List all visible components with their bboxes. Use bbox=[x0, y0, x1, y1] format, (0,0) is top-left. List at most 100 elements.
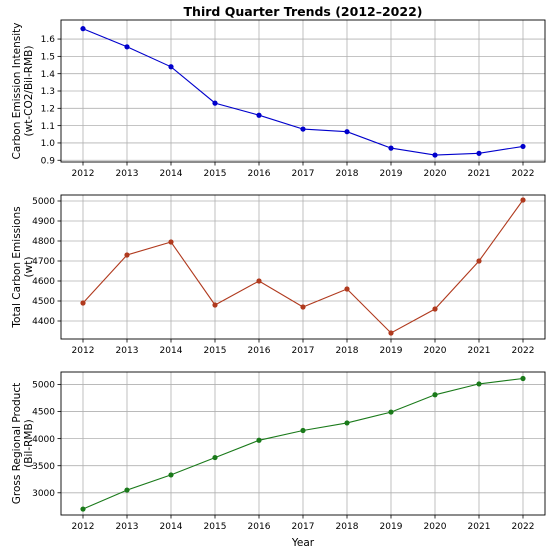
x-tick-label: 2012 bbox=[72, 522, 95, 532]
x-tick-label: 2016 bbox=[248, 169, 271, 179]
x-tick-label: 2020 bbox=[424, 522, 447, 532]
y-tick-label: 4800 bbox=[32, 237, 55, 247]
data-point bbox=[168, 64, 174, 70]
y-tick-label: 4600 bbox=[32, 277, 55, 287]
x-tick-label: 2012 bbox=[72, 346, 95, 356]
x-tick-label: 2015 bbox=[204, 522, 227, 532]
x-tick-label: 2012 bbox=[72, 169, 95, 179]
y-tick-label: 4900 bbox=[32, 217, 55, 227]
x-tick-label: 2019 bbox=[380, 169, 403, 179]
chart-title: Third Quarter Trends (2012–2022) bbox=[184, 4, 423, 19]
data-point bbox=[168, 239, 174, 245]
x-tick-label: 2015 bbox=[204, 169, 227, 179]
y-tick-label: 1.5 bbox=[41, 53, 55, 63]
data-point bbox=[520, 197, 526, 203]
y-tick-label: 4000 bbox=[32, 435, 55, 445]
data-point bbox=[300, 304, 306, 310]
plot-frame bbox=[60, 19, 546, 163]
data-point bbox=[520, 375, 526, 382]
data-point bbox=[344, 129, 350, 135]
x-tick-label: 2017 bbox=[292, 169, 315, 179]
data-point bbox=[300, 427, 306, 434]
y-axis-label: (wt-CO2/Bil-RMB) bbox=[23, 46, 35, 137]
y-axis-label: (Bil-RMB) bbox=[23, 419, 35, 468]
x-tick-label: 2022 bbox=[512, 169, 535, 179]
x-tick-label: 2018 bbox=[336, 346, 359, 356]
y-axis-label: Gross Regional Product bbox=[11, 383, 23, 504]
chart-panel-2: 2012 2013 2014 2015 2016 2017 2018 2019 2020 2021… bbox=[11, 194, 546, 356]
data-point bbox=[256, 112, 262, 118]
data-point bbox=[256, 278, 262, 284]
data-point bbox=[476, 258, 482, 264]
x-tick-label: 2021 bbox=[468, 522, 491, 532]
x-tick-label: 2020 bbox=[424, 169, 447, 179]
data-point bbox=[520, 143, 526, 150]
x-tick-label: 2013 bbox=[116, 169, 139, 179]
data-point bbox=[80, 26, 86, 32]
y-axis-label: Total Carbon Emissions bbox=[11, 206, 23, 328]
y-tick-label: 1.6 bbox=[41, 35, 56, 45]
plot-frame bbox=[60, 371, 546, 516]
data-point bbox=[432, 152, 438, 158]
data-point bbox=[300, 126, 306, 132]
y-tick-label: 4700 bbox=[32, 257, 55, 267]
y-tick-label: 4500 bbox=[32, 408, 55, 418]
x-tick-label: 2020 bbox=[424, 346, 447, 356]
x-tick-label: 2014 bbox=[160, 346, 183, 356]
data-point bbox=[124, 487, 130, 493]
x-tick-label: 2014 bbox=[160, 522, 183, 532]
y-tick-label: 4400 bbox=[32, 317, 55, 327]
x-tick-label: 2016 bbox=[248, 346, 271, 356]
data-point bbox=[476, 381, 482, 387]
y-tick-label: 5000 bbox=[32, 197, 55, 207]
x-tick-label: 2013 bbox=[116, 346, 139, 356]
x-tick-label: 2021 bbox=[468, 169, 491, 179]
x-tick-label: 2019 bbox=[380, 346, 403, 356]
x-tick-label: 2019 bbox=[380, 522, 403, 532]
y-tick-label: 0.9 bbox=[41, 156, 56, 166]
y-tick-label: 3000 bbox=[32, 489, 55, 499]
y-tick-label: 1.0 bbox=[41, 139, 56, 149]
x-tick-label: 2017 bbox=[292, 522, 315, 532]
y-tick-label: 1.3 bbox=[41, 87, 55, 97]
x-tick-label: 2014 bbox=[160, 169, 183, 179]
data-point bbox=[212, 454, 218, 461]
data-point bbox=[124, 44, 130, 50]
data-point bbox=[476, 150, 482, 156]
data-point bbox=[80, 300, 86, 306]
plot-frame bbox=[60, 194, 546, 340]
x-tick-label: 2018 bbox=[336, 169, 359, 179]
data-point bbox=[388, 145, 394, 151]
y-tick-label: 1.1 bbox=[41, 122, 55, 132]
y-tick-label: 4500 bbox=[32, 297, 55, 307]
data-point bbox=[212, 100, 218, 106]
y-axis-label: (wt) bbox=[23, 257, 35, 278]
y-tick-label: 5000 bbox=[32, 381, 55, 391]
x-axis-label: Year bbox=[291, 537, 315, 549]
data-point bbox=[388, 330, 394, 336]
x-tick-label: 2016 bbox=[248, 522, 271, 532]
data-point bbox=[256, 437, 262, 443]
y-tick-label: 3500 bbox=[32, 462, 55, 472]
data-point bbox=[168, 472, 174, 478]
data-point bbox=[388, 409, 394, 415]
data-point bbox=[344, 286, 350, 292]
data-point bbox=[80, 506, 86, 512]
x-tick-label: 2022 bbox=[512, 522, 535, 532]
data-point bbox=[212, 302, 218, 308]
data-point bbox=[432, 306, 438, 312]
data-point bbox=[124, 252, 130, 258]
y-axis-label: Carbon Emission Intensity bbox=[11, 23, 23, 160]
data-point bbox=[432, 392, 438, 398]
x-tick-label: 2015 bbox=[204, 346, 227, 356]
data-point bbox=[344, 420, 350, 426]
chart-panel-1: 2012 2013 2014 2015 2016 2017 2018 2019 2020 2021… bbox=[11, 19, 546, 179]
x-tick-label: 2017 bbox=[292, 346, 315, 356]
y-tick-label: 1.4 bbox=[41, 70, 56, 80]
x-tick-label: 2021 bbox=[468, 346, 491, 356]
y-tick-label: 1.2 bbox=[41, 105, 55, 115]
x-tick-label: 2022 bbox=[512, 346, 535, 356]
x-tick-label: 2013 bbox=[116, 522, 139, 532]
x-tick-label: 2018 bbox=[336, 522, 359, 532]
